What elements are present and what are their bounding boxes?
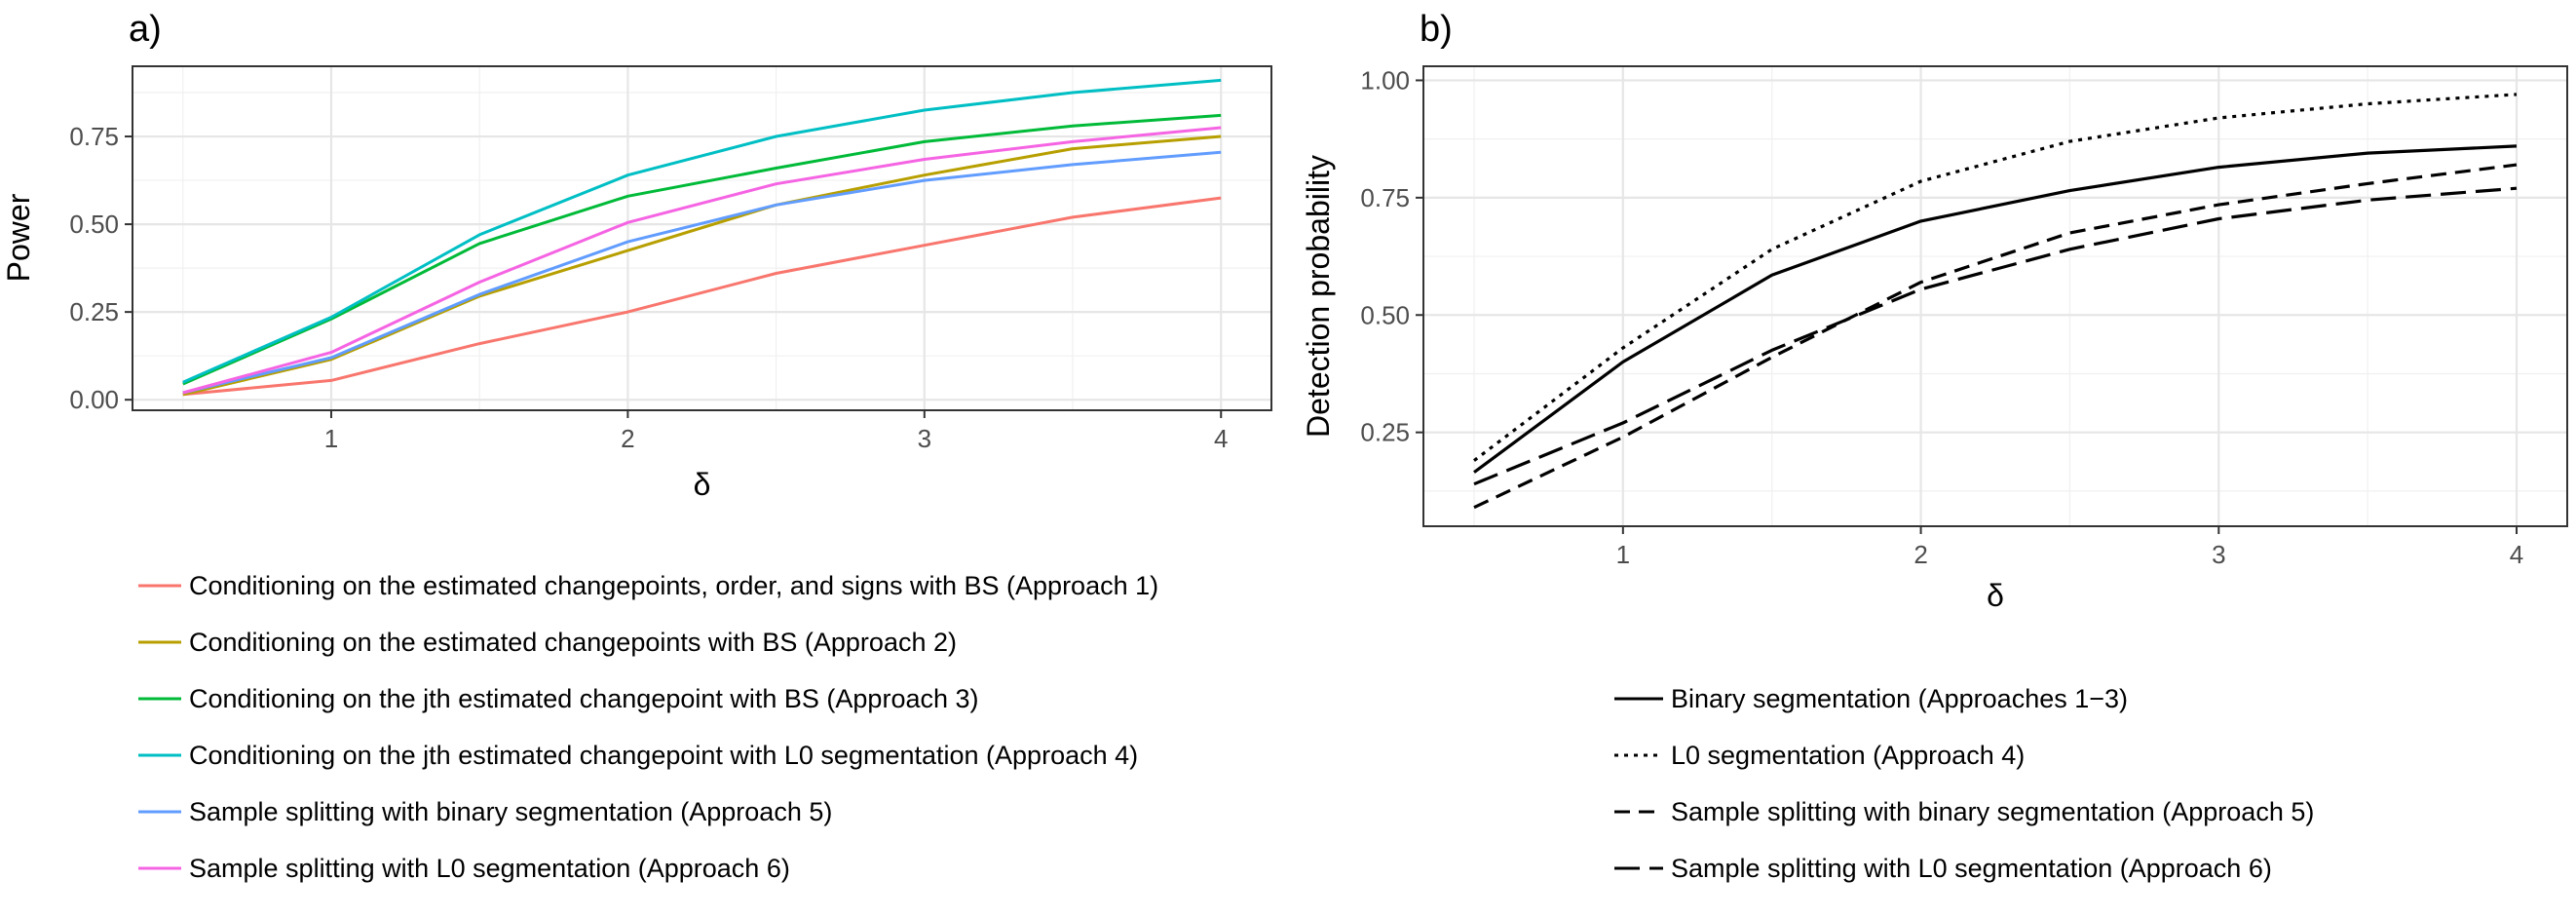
plot-border	[1422, 65, 2568, 527]
legend-item-1: Binary segmentation (Approaches 1−3)	[1614, 684, 2128, 713]
y-tick-label: 0.50	[1360, 300, 1410, 329]
y-axis-label: Detection probability	[1301, 155, 1336, 438]
legend-label: Conditioning on the estimated changepoin…	[189, 628, 957, 657]
y-tick-label: 0.00	[69, 385, 119, 414]
legend-item-2: L0 segmentation (Approach 4)	[1614, 741, 2025, 770]
legend-label: Sample splitting with L0 segmentation (A…	[189, 854, 790, 883]
legend-item-2: Conditioning on the estimated changepoin…	[138, 628, 957, 657]
x-axis-label: δ	[1987, 578, 2004, 613]
x-axis-label: δ	[694, 467, 711, 502]
x-tick-label: 4	[2510, 540, 2523, 569]
legend-item-1: Conditioning on the estimated changepoin…	[138, 571, 1158, 600]
y-tick-label: 1.00	[1360, 65, 1410, 95]
legend-item-3: Conditioning on the jth estimated change…	[138, 684, 979, 713]
series-line-6	[182, 126, 1222, 395]
panel-label: b)	[1420, 9, 1453, 50]
series-line-1	[182, 196, 1222, 397]
legend-item-5: Sample splitting with binary segmentatio…	[138, 797, 832, 826]
series-line-3	[1473, 163, 2518, 510]
plot-border	[132, 65, 1272, 411]
y-tick-label: 0.50	[69, 210, 119, 239]
x-tick-label: 3	[2212, 540, 2225, 569]
y-axis-label: Power	[1, 193, 36, 282]
legend-label: Conditioning on the jth estimated change…	[189, 684, 979, 713]
y-tick-label: 0.75	[1360, 183, 1410, 212]
legend-label: Sample splitting with binary segmentatio…	[189, 797, 832, 826]
x-tick-label: 4	[1214, 424, 1228, 453]
legend-label: Sample splitting with binary segmentatio…	[1671, 797, 2314, 826]
legend-label: L0 segmentation (Approach 4)	[1671, 741, 2025, 770]
legend: Conditioning on the estimated changepoin…	[138, 571, 1158, 883]
y-tick-label: 0.25	[1360, 418, 1410, 447]
legend-item-6: Sample splitting with L0 segmentation (A…	[138, 854, 790, 883]
gridlines	[133, 66, 1271, 410]
series-line-1	[1473, 144, 2518, 474]
legend-item-3: Sample splitting with binary segmentatio…	[1614, 797, 2314, 826]
y-tick-label: 0.75	[69, 122, 119, 151]
legend-label: Binary segmentation (Approaches 1−3)	[1671, 684, 2128, 713]
x-tick-label: 3	[918, 424, 931, 453]
legend-label: Conditioning on the jth estimated change…	[189, 741, 1138, 770]
series-line-5	[182, 150, 1222, 395]
y-tick-label: 0.25	[69, 297, 119, 326]
panel-label: a)	[129, 9, 162, 50]
x-tick-label: 2	[1913, 540, 1927, 569]
x-tick-label: 1	[324, 424, 338, 453]
series-line-4	[1473, 186, 2518, 486]
series-line-2	[1473, 93, 2518, 462]
x-tick-label: 1	[1616, 540, 1630, 569]
chart-panel-1: a) 1 2 3 4 0.00 0.25 0.50 0.75 δ Power Conditioning…	[1, 9, 1272, 883]
series-line-4	[182, 78, 1222, 384]
legend-label: Sample splitting with L0 segmentation (A…	[1671, 854, 2272, 883]
x-tick-label: 2	[621, 424, 634, 453]
gridlines	[1423, 66, 2567, 526]
chart-panel-2: b) 1 2 3 4 0.25 0.50 0.75 1.00 δ Detection probabi…	[1301, 9, 2568, 883]
legend-item-4: Sample splitting with L0 segmentation (A…	[1614, 854, 2272, 883]
series-line-2	[182, 134, 1222, 397]
legend-label: Conditioning on the estimated changepoin…	[189, 571, 1158, 600]
legend: Binary segmentation (Approaches 1−3) L0 s…	[1614, 684, 2314, 883]
series-line-3	[182, 113, 1222, 386]
legend-item-4: Conditioning on the jth estimated change…	[138, 741, 1138, 770]
